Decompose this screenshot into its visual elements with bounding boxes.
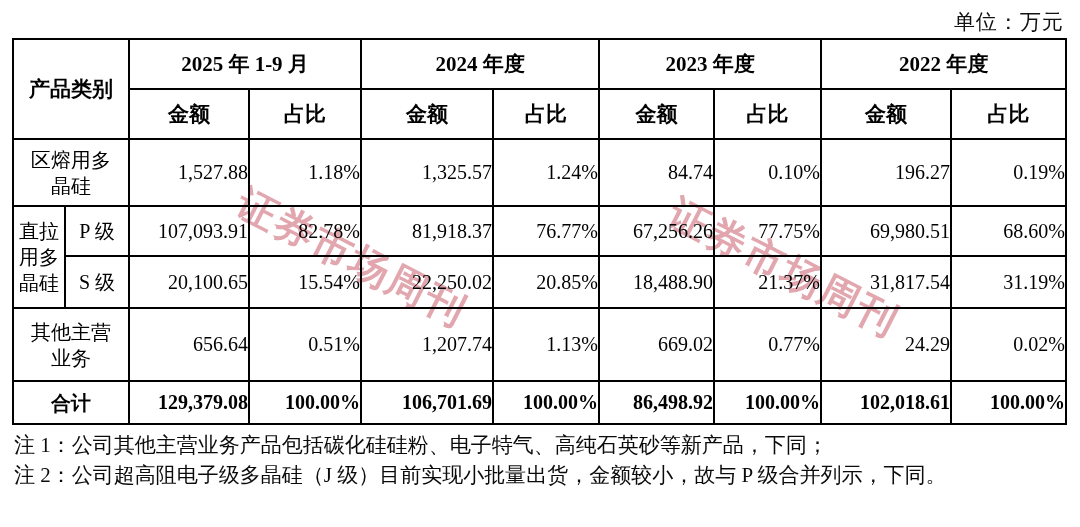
- header-period-2022: 2022 年度: [821, 39, 1066, 89]
- row-sublabel-p-grade: P 级: [65, 206, 129, 256]
- header-amount-2022: 金额: [821, 89, 951, 139]
- cell-amount: 18,488.90: [599, 256, 714, 308]
- cell-ratio: 1.13%: [493, 308, 599, 381]
- cell-amount: 107,093.91: [129, 206, 249, 256]
- cell-amount: 102,018.61: [821, 381, 951, 424]
- cell-amount: 20,100.65: [129, 256, 249, 308]
- row-sublabel-s-grade: S 级: [65, 256, 129, 308]
- cell-ratio: 15.54%: [249, 256, 361, 308]
- cell-ratio: 1.24%: [493, 139, 599, 206]
- table-row-zone-melt: 区熔用多 晶硅 1,527.88 1.18% 1,325.57 1.24% 84…: [13, 139, 1066, 206]
- footnote-2: 注 2：公司超高阻电子级多晶硅（J 级）目前实现小批量出货，金额较小，故与 P …: [14, 460, 1068, 490]
- header-amount-2024: 金额: [361, 89, 493, 139]
- header-ratio-2024: 占比: [493, 89, 599, 139]
- table-row-total: 合计 129,379.08 100.00% 106,701.69 100.00%…: [13, 381, 1066, 424]
- cell-ratio: 100.00%: [714, 381, 821, 424]
- cell-ratio: 68.60%: [951, 206, 1066, 256]
- cell-amount: 67,256.26: [599, 206, 714, 256]
- cell-amount: 669.02: [599, 308, 714, 381]
- header-row-periods: 产品类别 2025 年 1-9 月 2024 年度 2023 年度 2022 年…: [13, 39, 1066, 89]
- document-page: 单位：万元 产品类别 2025 年 1-9 月 2024 年度 2023 年度 …: [0, 0, 1080, 527]
- cell-amount: 656.64: [129, 308, 249, 381]
- cell-amount: 1,207.74: [361, 308, 493, 381]
- cell-amount: 129,379.08: [129, 381, 249, 424]
- header-product-category: 产品类别: [13, 39, 129, 139]
- unit-label: 单位：万元: [954, 8, 1064, 36]
- cell-ratio: 76.77%: [493, 206, 599, 256]
- header-ratio-2025: 占比: [249, 89, 361, 139]
- cell-ratio: 100.00%: [951, 381, 1066, 424]
- header-row-measures: 金额 占比 金额 占比 金额 占比 金额 占比: [13, 89, 1066, 139]
- cell-amount: 84.74: [599, 139, 714, 206]
- cell-amount: 69,980.51: [821, 206, 951, 256]
- header-ratio-2023: 占比: [714, 89, 821, 139]
- cell-ratio: 0.02%: [951, 308, 1066, 381]
- header-period-2025: 2025 年 1-9 月: [129, 39, 361, 89]
- cell-ratio: 20.85%: [493, 256, 599, 308]
- footnote-1: 注 1：公司其他主营业务产品包括碳化硅硅粉、电子特气、高纯石英砂等新产品，下同；: [14, 430, 1068, 460]
- cell-ratio: 0.10%: [714, 139, 821, 206]
- row-label-other-business: 其他主营 业务: [13, 308, 129, 381]
- cell-amount: 106,701.69: [361, 381, 493, 424]
- cell-ratio: 21.37%: [714, 256, 821, 308]
- header-amount-2025: 金额: [129, 89, 249, 139]
- cell-amount: 22,250.02: [361, 256, 493, 308]
- table-row-cz-p-grade: 直拉 用多 晶硅 P 级 107,093.91 82.78% 81,918.37…: [13, 206, 1066, 256]
- cell-ratio: 100.00%: [493, 381, 599, 424]
- cell-ratio: 100.00%: [249, 381, 361, 424]
- header-period-2024: 2024 年度: [361, 39, 599, 89]
- cell-ratio: 82.78%: [249, 206, 361, 256]
- header-period-2023: 2023 年度: [599, 39, 821, 89]
- header-amount-2023: 金额: [599, 89, 714, 139]
- header-ratio-2022: 占比: [951, 89, 1066, 139]
- row-label-zone-melt: 区熔用多 晶硅: [13, 139, 129, 206]
- cell-ratio: 0.51%: [249, 308, 361, 381]
- row-label-total: 合计: [13, 381, 129, 424]
- cell-amount: 81,918.37: [361, 206, 493, 256]
- cell-amount: 31,817.54: [821, 256, 951, 308]
- row-label-czochralski: 直拉 用多 晶硅: [13, 206, 65, 308]
- cell-amount: 1,527.88: [129, 139, 249, 206]
- cell-ratio: 31.19%: [951, 256, 1066, 308]
- cell-amount: 86,498.92: [599, 381, 714, 424]
- cell-ratio: 0.19%: [951, 139, 1066, 206]
- cell-ratio: 1.18%: [249, 139, 361, 206]
- table-row-cz-s-grade: S 级 20,100.65 15.54% 22,250.02 20.85% 18…: [13, 256, 1066, 308]
- product-revenue-table: 产品类别 2025 年 1-9 月 2024 年度 2023 年度 2022 年…: [12, 38, 1067, 425]
- cell-amount: 24.29: [821, 308, 951, 381]
- table-row-other-business: 其他主营 业务 656.64 0.51% 1,207.74 1.13% 669.…: [13, 308, 1066, 381]
- cell-ratio: 77.75%: [714, 206, 821, 256]
- cell-amount: 1,325.57: [361, 139, 493, 206]
- footnotes: 注 1：公司其他主营业务产品包括碳化硅硅粉、电子特气、高纯石英砂等新产品，下同；…: [14, 430, 1068, 490]
- cell-amount: 196.27: [821, 139, 951, 206]
- cell-ratio: 0.77%: [714, 308, 821, 381]
